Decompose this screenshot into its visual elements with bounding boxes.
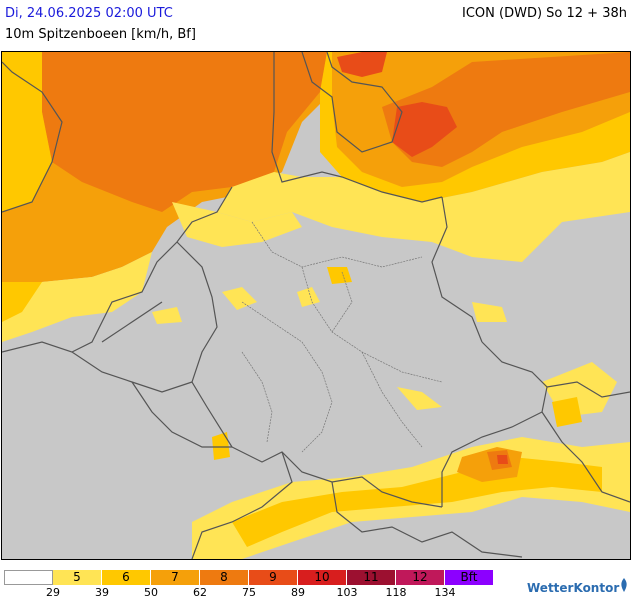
legend-threshold-5: 75 [242, 586, 256, 599]
legend-bin-7: 10 [298, 570, 347, 585]
baltic-gust-9 [392, 102, 457, 157]
german-coast-gust-5 [217, 152, 630, 262]
legend-threshold-7: 103 [336, 586, 358, 599]
legend-threshold-9: 134 [434, 586, 456, 599]
inland-gust-cells [152, 267, 617, 460]
state-borders [241, 221, 443, 453]
inland-gust-5 [172, 202, 302, 247]
gust-map [1, 51, 631, 560]
legend-bin-9: 12 [396, 570, 445, 585]
alps-gust-6 [232, 457, 602, 547]
gust-legend: 5 6 7 8 9 10 11 12 Bft 29 39 50 62 75 89 103 118 134 [4, 570, 504, 600]
legend-bin-1 [4, 570, 53, 585]
legend-threshold-3: 50 [144, 586, 158, 599]
legend-threshold-4: 62 [193, 586, 207, 599]
alps-gust-9 [497, 455, 508, 464]
legend-bin-2: 5 [53, 570, 102, 585]
gust-map-canvas [2, 52, 630, 559]
model-run-label: ICON (DWD) So 12 + 38h [462, 6, 627, 21]
legend-threshold-6: 89 [291, 586, 305, 599]
parameter-label: 10m Spitzenboeen [km/h, Bf] [5, 27, 196, 42]
legend-threshold-8: 118 [385, 586, 407, 599]
legend-bin-6: 9 [249, 570, 298, 585]
baltic-gust-8 [382, 52, 630, 167]
north-sea-gust-8 [42, 52, 327, 212]
legend-bin-4: 7 [151, 570, 200, 585]
coast-gust-6-south [2, 282, 42, 322]
wetterkontor-logo-mark-icon [621, 578, 627, 592]
legend-bin-5: 8 [200, 570, 249, 585]
legend-bin-3: 6 [102, 570, 151, 585]
channel-gust-5 [2, 252, 152, 342]
legend-bin-8: 11 [347, 570, 396, 585]
kattegat-gust-9 [337, 52, 387, 77]
legend-bin-10: Bft [445, 570, 494, 585]
forecast-datetime: Di, 24.06.2025 02:00 UTC [5, 6, 173, 21]
country-borders [2, 52, 630, 559]
legend-threshold-2: 39 [95, 586, 109, 599]
legend-threshold-1: 29 [46, 586, 60, 599]
wetterkontor-logo: WetterKontor [527, 581, 620, 595]
coast-gust-6 [2, 52, 52, 212]
